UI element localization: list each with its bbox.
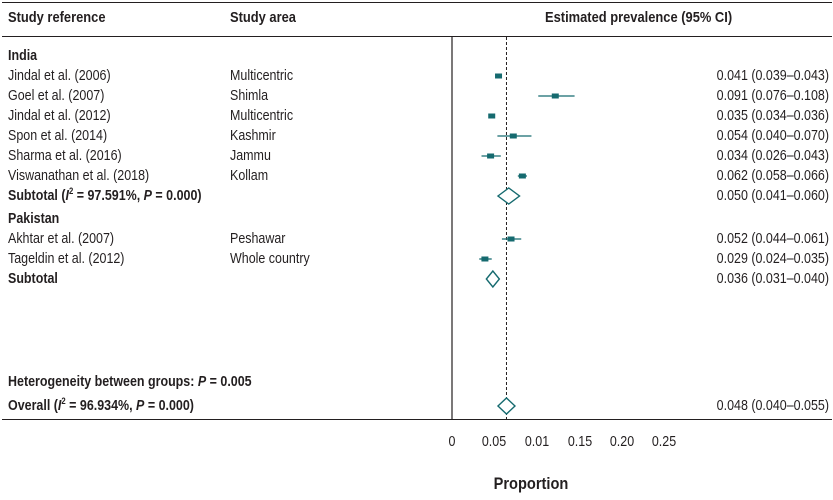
group-india-study-6-estimate-label: 0.062 (0.058–0.066) bbox=[716, 168, 829, 184]
group-india-subtotal-label-p: P bbox=[143, 188, 152, 204]
group-india-subtotal-label-i2-value: = 97.591%, bbox=[73, 188, 144, 204]
group-pakistan-subtotal-label: Subtotal bbox=[8, 270, 58, 288]
group-pakistan-subtotal-diamond bbox=[485, 269, 501, 289]
group-india-study-2-point bbox=[551, 93, 559, 99]
group-india-study-5-point bbox=[487, 153, 495, 159]
overall-estimate-label: 0.048 (0.040–0.055) bbox=[716, 398, 829, 414]
heterogeneity-p-value: = 0.005 bbox=[206, 374, 252, 390]
group-india-study-1-point bbox=[495, 73, 503, 79]
overall-label-i2: I bbox=[57, 398, 62, 414]
group-pakistan-study-1-area: Peshawar bbox=[230, 231, 286, 247]
group-india-study-6-area: Kollam bbox=[230, 168, 269, 184]
group-india-study-5-reference: Sharma et al. (2016) bbox=[8, 148, 122, 164]
group-india-study-6-reference: Viswanathan et al. (2018) bbox=[8, 168, 150, 184]
group-india-study-6-point bbox=[518, 173, 526, 179]
group-india-study-1-reference: Jindal et al. (2006) bbox=[8, 68, 111, 84]
x-tick-label-5: 0.20 bbox=[609, 434, 635, 450]
group-india-study-5-area: Jammu bbox=[230, 148, 271, 164]
group-pakistan-study-1-reference: Akhtar et al. (2007) bbox=[8, 231, 115, 247]
header-study-reference: Study reference bbox=[8, 9, 106, 26]
heterogeneity-label: Heterogeneity between groups: P = 0.005 bbox=[8, 373, 252, 391]
header-study-area: Study area bbox=[230, 9, 296, 26]
group-india-subtotal-label-i2: I bbox=[65, 188, 69, 204]
group-india-study-1-area: Multicentric bbox=[230, 68, 294, 84]
group-india-subtotal-label: Subtotal (I2 = 97.591%, P = 0.000) bbox=[8, 187, 202, 205]
x-tick-label-3: 0.01 bbox=[524, 434, 550, 450]
header-estimated-prevalence: Estimated prevalence (95% CI) bbox=[545, 9, 733, 26]
group-pakistan-study-2-area: Whole country bbox=[230, 251, 310, 267]
overall-label-i2-sup: 2 bbox=[61, 396, 66, 407]
group-india-study-3-area: Multicentric bbox=[230, 108, 294, 124]
group-india-subtotal-label-prefix: Subtotal ( bbox=[8, 188, 66, 204]
bottom-rule bbox=[2, 419, 832, 421]
x-tick-label-6: 0.25 bbox=[651, 434, 677, 450]
group-india-study-2-reference: Goel et al. (2007) bbox=[8, 88, 105, 104]
overall-label-i2-value: = 96.934%, bbox=[65, 398, 137, 414]
group-india-study-4-reference: Spon et al. (2014) bbox=[8, 128, 108, 144]
group-india-subtotal-label-i2-sup: 2 bbox=[68, 186, 74, 197]
group-india-study-5-estimate-label: 0.034 (0.026–0.043) bbox=[716, 148, 829, 164]
group-pakistan-subtotal-estimate-label: 0.036 (0.031–0.040) bbox=[716, 271, 829, 287]
x-axis-label: Proportion bbox=[493, 474, 569, 493]
group-pakistan-study-1-point bbox=[507, 236, 515, 242]
group-india-study-2-estimate-label: 0.091 (0.076–0.108) bbox=[716, 88, 829, 104]
group-pakistan-subtotal-label-prefix: Subtotal bbox=[8, 271, 58, 287]
group-india-subtotal-label-p-value: = 0.000) bbox=[151, 188, 202, 204]
overall-label: Overall (I2 = 96.934%, P = 0.000) bbox=[8, 397, 194, 415]
group-india-study-1-estimate-label: 0.041 (0.039–0.043) bbox=[716, 68, 829, 84]
header-rule bbox=[2, 36, 832, 38]
top-rule bbox=[2, 2, 832, 4]
group-india-subtotal-estimate-label: 0.050 (0.041–0.060) bbox=[716, 188, 829, 204]
group-india-study-4-point bbox=[509, 133, 517, 139]
group-india-study-4-area: Kashmir bbox=[230, 128, 276, 144]
group-india-study-4-estimate-label: 0.054 (0.040–0.070) bbox=[716, 128, 829, 144]
overall-label-p-value: = 0.000) bbox=[144, 398, 194, 414]
overall-label-prefix: Overall ( bbox=[8, 398, 58, 414]
overall-label-p: P bbox=[136, 398, 145, 414]
group-india-study-3-reference: Jindal et al. (2012) bbox=[8, 108, 111, 124]
group-india-subtotal-diamond bbox=[496, 187, 521, 205]
group-india-study-2-area: Shimla bbox=[230, 88, 269, 104]
group-pakistan-study-1-estimate-label: 0.052 (0.044–0.061) bbox=[716, 231, 829, 247]
group-india-study-3-point bbox=[488, 113, 496, 119]
heterogeneity-prefix: Heterogeneity between groups: bbox=[8, 374, 198, 390]
overall-diamond bbox=[496, 397, 517, 415]
heterogeneity-p: P bbox=[197, 374, 207, 390]
group-pakistan-study-2-estimate-label: 0.029 (0.024–0.035) bbox=[716, 251, 829, 267]
x-tick-label-1: 0 bbox=[448, 434, 456, 450]
group-pakistan-title: Pakistan bbox=[8, 211, 60, 227]
group-pakistan-study-2-reference: Tageldin et al. (2012) bbox=[8, 251, 125, 267]
group-pakistan-study-2-point bbox=[481, 256, 489, 262]
group-india-title: India bbox=[8, 48, 38, 64]
x-tick-label-4: 0.15 bbox=[567, 434, 593, 450]
x-tick-label-2: 0.05 bbox=[481, 434, 507, 450]
group-india-study-3-estimate-label: 0.035 (0.034–0.036) bbox=[716, 108, 829, 124]
